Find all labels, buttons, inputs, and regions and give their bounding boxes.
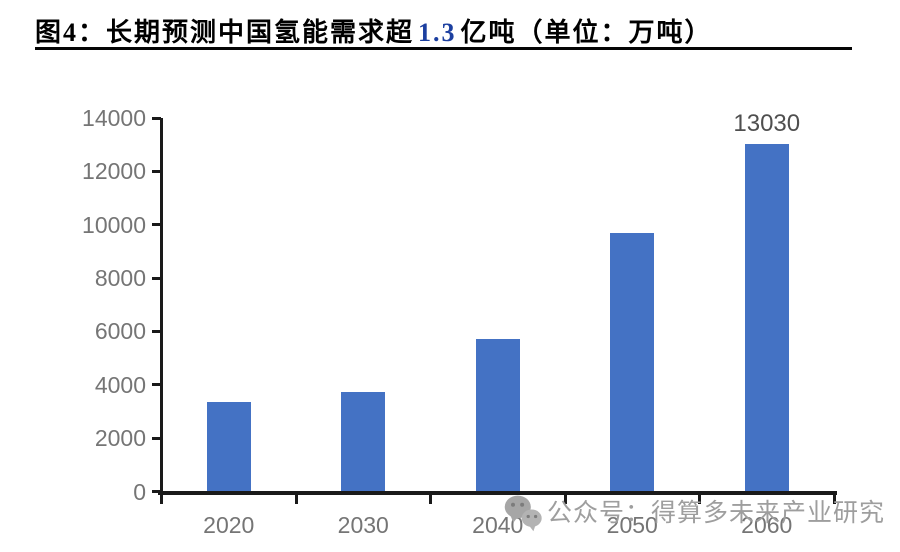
bar-2050 <box>610 232 655 492</box>
y-tick-label: 6000 <box>94 318 146 345</box>
x-tick-mark <box>160 495 163 504</box>
wechat-icon <box>504 495 542 532</box>
bar-data-label: 13030 <box>733 109 801 137</box>
watermark: 公众号：得算多未来产业研究 <box>502 493 885 533</box>
y-tick-mark <box>152 436 161 440</box>
x-tick-label: 2030 <box>337 512 389 538</box>
y-tick-label: 2000 <box>94 425 146 452</box>
x-tick-mark <box>698 495 701 504</box>
bar-2040 <box>475 339 520 492</box>
y-tick-mark <box>152 223 161 227</box>
figure-title-highlight: 1.3 <box>418 18 457 47</box>
bar-2060 <box>744 143 789 492</box>
y-tick-mark <box>152 116 161 120</box>
bar-2030 <box>341 392 386 492</box>
y-tick-mark <box>152 490 161 493</box>
x-tick-label: 2060 <box>741 512 793 538</box>
y-tick-mark <box>152 383 161 387</box>
y-tick-mark <box>152 329 161 333</box>
x-tick-mark <box>832 495 836 504</box>
watermark-text: 公众号：得算多未来产业研究 <box>547 499 886 527</box>
x-axis-line <box>158 491 837 495</box>
x-tick-label: 2020 <box>203 512 255 538</box>
y-tick-label: 0 <box>133 478 146 505</box>
y-tick-mark <box>152 276 161 280</box>
figure-title-text: 长期预测中国氢能需求超 <box>106 18 415 47</box>
y-tick-label: 4000 <box>94 371 146 398</box>
y-tick-label: 14000 <box>82 105 146 131</box>
figure-title: 图4：长期预测中国氢能需求超 1.3 亿吨（单位：万吨） <box>35 12 713 49</box>
y-tick-label: 8000 <box>94 265 146 292</box>
y-axis-line <box>160 118 163 495</box>
bar-2020 <box>206 402 251 492</box>
y-tick-mark <box>152 169 161 173</box>
y-tick-label: 10000 <box>82 211 146 238</box>
x-tick-label: 2050 <box>606 512 658 538</box>
figure-title-unit: 亿吨（单位：万吨） <box>460 18 713 47</box>
title-underline <box>35 47 852 50</box>
figure-number: 图4： <box>35 18 107 47</box>
y-tick-label: 12000 <box>82 158 146 185</box>
x-tick-mark <box>294 495 298 504</box>
x-tick-mark <box>429 495 432 504</box>
x-tick-mark <box>563 495 567 504</box>
